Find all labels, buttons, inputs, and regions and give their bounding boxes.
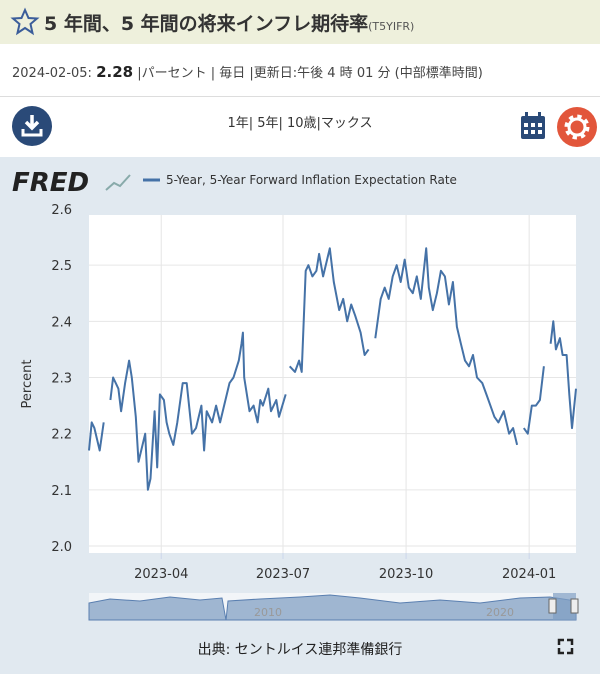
header: 5 年間、5 年間の将来インフレ期待率(T5YIFR) — [0, 0, 600, 44]
y-tick-label: 2.0 — [51, 540, 72, 555]
legend-label: 5-Year, 5-Year Forward Inflation Expecta… — [166, 173, 457, 187]
x-tick-label: 2023-10 — [379, 567, 433, 582]
settings-button[interactable] — [556, 106, 598, 148]
x-tick-label: 2023-07 — [256, 567, 310, 582]
latest-value: 2.28 — [96, 63, 134, 81]
separator — [0, 96, 600, 97]
range-selector[interactable]: 1年| 5年| 10歳|マックス — [227, 116, 373, 131]
download-button[interactable] — [12, 106, 52, 146]
navigator-handle[interactable] — [570, 598, 579, 614]
title-text: 5 年間、5 年間の将来インフレ期待率 — [44, 13, 369, 35]
date: 2024-02-05: — [12, 66, 92, 81]
info-line: 2024-02-05: 2.28 |パーセント | 毎日 |更新日:午後 4 時… — [12, 62, 483, 81]
fullscreen-button[interactable] — [557, 638, 574, 655]
x-tick-label: 2023-04 — [134, 567, 188, 582]
series-code: (T5YIFR) — [368, 20, 415, 33]
y-tick-label: 2.6 — [51, 203, 72, 218]
calendar-button[interactable] — [519, 111, 547, 141]
y-tick-label: 2.5 — [51, 259, 72, 274]
navigator-label: 2010 — [254, 606, 282, 619]
y-tick-label: 2.3 — [51, 372, 72, 387]
y-tick-label: 2.4 — [51, 315, 72, 330]
y-tick-label: 2.2 — [51, 428, 72, 443]
navigator-handle[interactable] — [548, 598, 557, 614]
y-axis-title: Percent — [20, 360, 35, 409]
logo: FRED — [12, 168, 89, 198]
star-icon[interactable] — [10, 7, 40, 37]
source: 出典: セントルイス連邦準備銀行 — [197, 642, 403, 658]
data-line — [88, 247, 577, 491]
chart: FRED 2010 2020 Percent 2.0 2.1 2.2 2.3 2.4 2.… — [0, 157, 600, 674]
y-tick-label: 2.1 — [51, 484, 72, 499]
title: 5 年間、5 年間の将来インフレ期待率(T5YIFR) — [44, 9, 414, 36]
x-tick-label: 2024-01 — [502, 567, 556, 582]
details: |パーセント | 毎日 |更新日:午後 4 時 01 分 (中部標準時間) — [137, 66, 483, 81]
navigator-window[interactable] — [553, 593, 576, 620]
navigator-label: 2020 — [486, 606, 514, 619]
